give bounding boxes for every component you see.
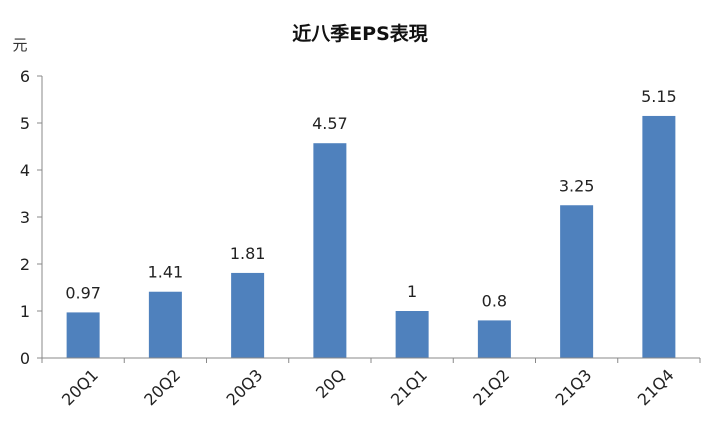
x-tick-label: 21Q1 [387,365,431,409]
bar-20q [313,143,347,358]
bar-21q4 [642,115,676,358]
data-label: 1.81 [230,244,266,263]
x-tick-label: 21Q3 [552,365,596,409]
data-label: 5.15 [641,87,677,106]
bar-21q3 [560,205,594,358]
data-label: 3.25 [559,176,595,195]
bar-21q1 [395,311,429,358]
y-tick-label: 1 [20,302,30,321]
data-labels-group: 0.97 1.41 1.81 4.57 1 0.8 3.25 5.15 [65,87,676,310]
data-label: 1.41 [148,263,184,282]
data-label: 1 [407,282,417,301]
y-axis-ticks: 0 1 2 3 4 5 6 [20,67,42,368]
data-label: 0.97 [65,283,101,302]
x-tick-label: 20Q3 [223,365,267,409]
bar-21q2 [477,320,511,358]
data-label: 0.8 [482,291,507,310]
y-tick-label: 6 [20,67,30,86]
bar-20q1 [66,312,100,358]
y-tick-label: 0 [20,349,30,368]
x-tick-label: 20Q1 [58,365,102,409]
y-axis-unit-label: 元 [12,36,27,54]
bar-20q2 [148,291,182,358]
y-tick-label: 2 [20,255,30,274]
x-tick-label: 20Q [312,365,349,402]
chart-title: 近八季EPS表現 [292,22,428,45]
y-tick-label: 3 [20,208,30,227]
data-label: 4.57 [312,114,348,133]
x-tick-label: 21Q4 [634,365,678,409]
x-tick-label: 21Q2 [469,365,513,409]
x-axis-ticks: 20Q1 20Q2 20Q3 20Q 21Q1 21Q2 21Q3 21Q4 [41,358,701,409]
y-tick-label: 4 [20,161,30,180]
y-tick-label: 5 [20,114,30,133]
bar-20q3 [231,272,265,358]
x-tick-label: 20Q2 [140,365,184,409]
bars-group [66,115,676,358]
